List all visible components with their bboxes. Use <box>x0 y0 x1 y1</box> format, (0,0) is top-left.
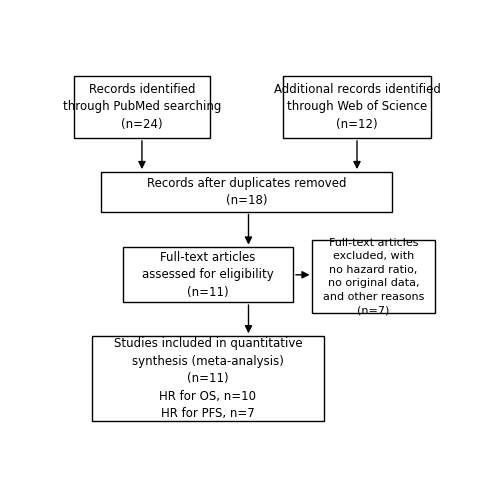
FancyBboxPatch shape <box>101 172 392 212</box>
Text: Additional records identified
through Web of Science
(n=12): Additional records identified through We… <box>274 83 440 131</box>
Text: Studies included in quantitative
synthesis (meta-analysis)
(n=11)
HR for OS, n=1: Studies included in quantitative synthes… <box>114 337 302 420</box>
Text: Records identified
through PubMed searching
(n=24): Records identified through PubMed search… <box>63 83 221 131</box>
FancyBboxPatch shape <box>122 247 293 302</box>
Text: Records after duplicates removed
(n=18): Records after duplicates removed (n=18) <box>147 176 346 207</box>
FancyBboxPatch shape <box>284 76 430 138</box>
FancyBboxPatch shape <box>74 76 210 138</box>
Text: Full-text articles
assessed for eligibility
(n=11): Full-text articles assessed for eligibil… <box>142 251 274 299</box>
Text: Full-text articles
excluded, with
no hazard ratio,
no original data,
and other r: Full-text articles excluded, with no haz… <box>323 238 424 316</box>
FancyBboxPatch shape <box>312 240 434 314</box>
FancyBboxPatch shape <box>92 336 324 421</box>
